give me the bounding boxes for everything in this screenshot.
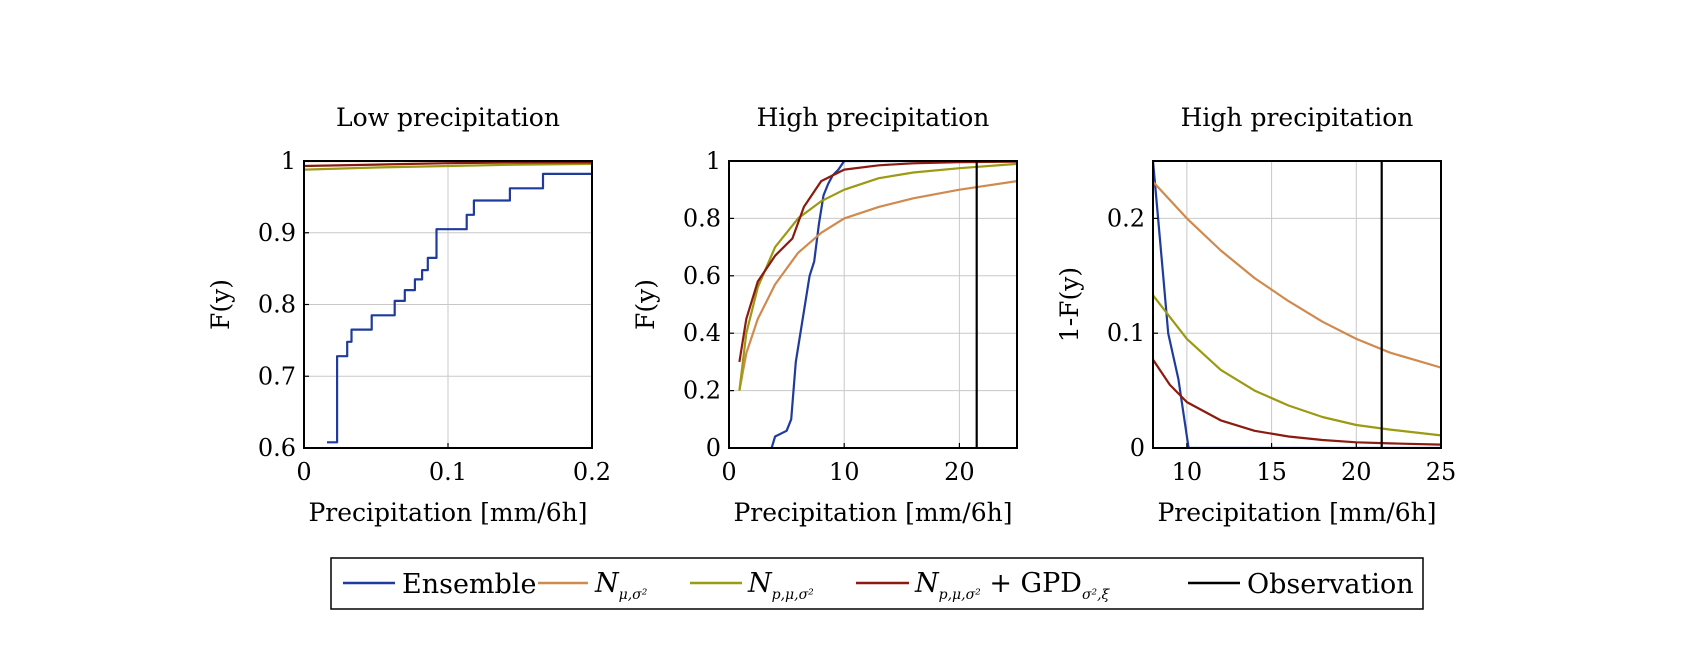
x-tick-label: 15 — [1256, 458, 1287, 486]
x-tick-label: 20 — [944, 458, 975, 486]
y-tick-label: 0.2 — [1107, 204, 1145, 232]
legend-frame — [330, 557, 1424, 610]
y-tick-label: 0.1 — [1107, 319, 1145, 347]
y-tick-label: 0.6 — [683, 262, 721, 290]
y-tick-label: 0.8 — [683, 204, 721, 232]
chart-panels: 0 0.1 0.2 0.6 0.7 0.8 0.9 1 Low precipitation Pre… — [206, 103, 1456, 527]
x-tick-label: 25 — [1426, 458, 1457, 486]
legend-label-n-p-mu-sigma-gpd: Np,μ,σ² + GPDσ²,ξ — [914, 568, 1111, 603]
y-tick-label: 0.2 — [683, 377, 721, 405]
legend-label-n-p-mu-sigma-gpd-sub: p,μ,σ² — [939, 587, 982, 603]
legend-label-n-mu-sigma: Nμ,σ² — [594, 568, 648, 603]
axes-frame — [728, 160, 1018, 449]
legend-label-n-p-mu-sigma: Np,μ,σ² — [747, 568, 814, 603]
series-line-n_p_mu_sigma_gpd — [738, 161, 1017, 363]
x-tick-label: 20 — [1341, 458, 1372, 486]
x-tick-label: 0 — [721, 458, 736, 486]
y-tick-label: 0 — [1130, 434, 1145, 462]
legend: Ensemble Nμ,σ² Np,μ,σ² Np,μ,σ² + GPDσ²,ξ… — [330, 557, 1424, 610]
y-axis-label: 1-F(y) — [1055, 267, 1084, 342]
y-axis-label: F(y) — [206, 279, 235, 330]
chart-title: High precipitation — [757, 103, 990, 132]
chart-panel-3: 10 15 20 25 0 0.1 0.2 High precipitation Precipi… — [1055, 103, 1456, 527]
x-tick-label: 10 — [829, 458, 860, 486]
y-tick-label: 0.4 — [683, 319, 721, 347]
chart-panel-1: 0 0.1 0.2 0.6 0.7 0.8 0.9 1 Low precipitation Pre… — [206, 103, 611, 527]
y-tick-label: 0.6 — [258, 434, 296, 462]
x-tick-label: 0.1 — [429, 458, 467, 486]
series-line-n_p_mu_sigma — [304, 162, 592, 171]
legend-label-n-mu-sigma-sub: μ,σ² — [619, 587, 648, 603]
y-tick-label: 0.9 — [258, 219, 296, 247]
series-line-ensemble — [327, 172, 592, 444]
series-group — [304, 161, 592, 444]
x-tick-label: 0.2 — [573, 458, 611, 486]
y-tick-label: 1 — [281, 147, 296, 175]
axes-frame — [1152, 160, 1442, 449]
y-tick-label: 0.8 — [258, 291, 296, 319]
series-line-n_mu_sigma — [738, 180, 1017, 391]
legend-label-n-p-mu-sigma-gpd-main: N — [914, 568, 940, 599]
x-axis-label: Precipitation [mm/6h] — [1157, 498, 1436, 527]
legend-label-gpd-suffix-sub: σ²,ξ — [1082, 587, 1111, 603]
x-axis-label: Precipitation [mm/6h] — [733, 498, 1012, 527]
x-axis-label: Precipitation [mm/6h] — [308, 498, 587, 527]
chart-title: High precipitation — [1181, 103, 1414, 132]
legend-label-observation: Observation — [1247, 569, 1414, 600]
y-axis-label: F(y) — [631, 279, 660, 330]
y-tick-label: 1 — [706, 147, 721, 175]
series-line-n_p_mu_sigma_gpd — [1153, 358, 1441, 446]
series-line-n_p_mu_sigma — [738, 162, 1017, 391]
series-line-n_p_mu_sigma_gpd — [304, 161, 592, 168]
series-group — [1153, 161, 1441, 448]
series-line-n_mu_sigma — [1153, 180, 1441, 369]
legend-label-gpd-suffix: + GPD — [981, 568, 1082, 599]
x-tick-label: 10 — [1172, 458, 1203, 486]
y-tick-label: 0.7 — [258, 362, 296, 390]
series-group — [738, 161, 1017, 448]
series-line-n_p_mu_sigma — [1153, 294, 1441, 437]
series-line-ensemble — [1153, 161, 1441, 448]
chart-title: Low precipitation — [336, 103, 560, 132]
legend-label-n-mu-sigma-main: N — [594, 568, 620, 599]
legend-label-ensemble: Ensemble — [402, 569, 536, 600]
legend-label-n-p-mu-sigma-sub: p,μ,σ² — [772, 587, 815, 603]
series-line-ensemble — [770, 161, 1017, 448]
y-tick-label: 0 — [706, 434, 721, 462]
chart-panel-2: 0 10 20 0 0.2 0.4 0.6 0.8 1 High precipitation Pre… — [631, 103, 1018, 527]
x-tick-label: 0 — [296, 458, 311, 486]
legend-label-n-p-mu-sigma-main: N — [747, 568, 773, 599]
